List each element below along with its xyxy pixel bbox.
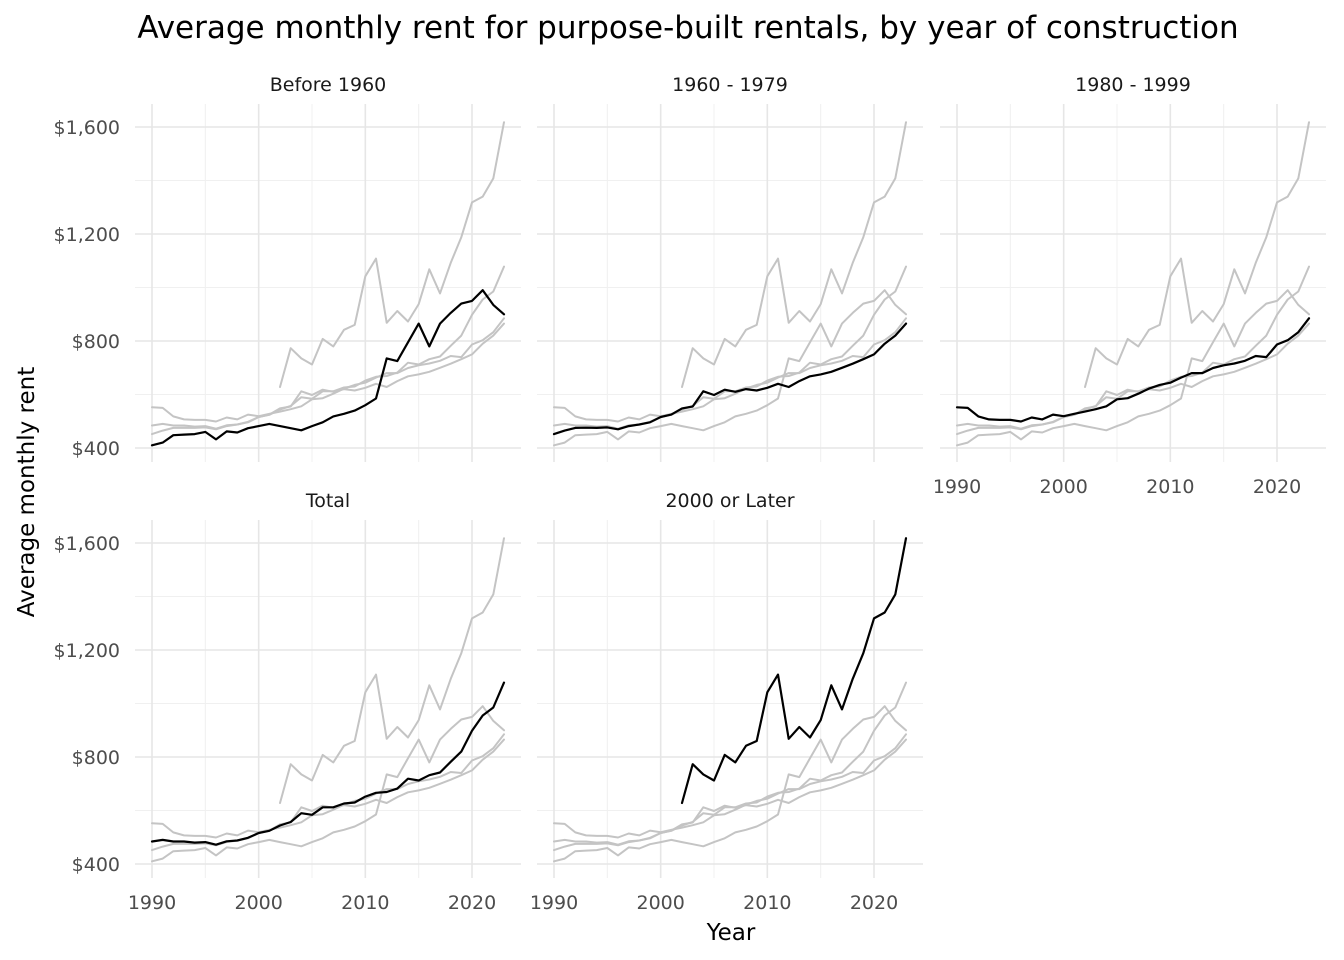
series-line-highlight [150, 681, 506, 846]
y-tick-label: $400 [72, 438, 120, 460]
x-tick-label: 1990 [530, 892, 578, 914]
y-tick-label: $1,200 [54, 640, 120, 662]
panel-5: 2000 or Later 1990 2000 2010 2020 [530, 490, 923, 914]
series-line-background [151, 265, 505, 430]
panel-3: 1980 - 1999 1990 2000 2010 2020 [933, 74, 1326, 498]
y-tick-label: $1,600 [54, 117, 120, 139]
series-line-background [1084, 121, 1310, 388]
series-line-highlight [552, 322, 908, 436]
x-tick-label: 2020 [1253, 476, 1301, 498]
y-tick-label: $800 [72, 747, 120, 769]
x-tick-label: 2000 [1039, 476, 1087, 498]
y-axis-title: Average monthly rent [14, 367, 40, 617]
x-tick-label: 1990 [933, 476, 981, 498]
series-line-background [151, 738, 505, 852]
series-line-background [553, 317, 907, 423]
x-tick-label: 2000 [636, 892, 684, 914]
facet-label: 2000 or Later [665, 490, 794, 512]
panel-4: Total $400 $800 $1,200 $1,600 1990 2000 2010 202… [54, 490, 521, 914]
x-tick-label: 2000 [234, 892, 282, 914]
chart-title: Average monthly rent for purpose-built r… [137, 10, 1238, 46]
series-line-background [151, 705, 505, 863]
series-line-background [151, 322, 505, 436]
series-line-background [151, 317, 505, 423]
series-line-background [151, 733, 505, 839]
x-tick-label: 1990 [128, 892, 176, 914]
series-line-background [956, 322, 1310, 436]
panel-1: Before 1960 $400 $800 $1,200 $1,600 [54, 74, 521, 462]
series-line-background [553, 265, 907, 430]
series-line-background [553, 705, 907, 863]
y-tick-label: $800 [72, 331, 120, 353]
series-line-highlight [955, 317, 1311, 423]
y-tick-label: $400 [72, 854, 120, 876]
y-tick-label: $1,600 [54, 533, 120, 555]
y-tick-label: $1,200 [54, 224, 120, 246]
series-line-background [681, 121, 907, 388]
series-line-background [553, 738, 907, 852]
facet-label: 1960 - 1979 [672, 74, 788, 96]
series-line-background [956, 265, 1310, 430]
facet-label: 1980 - 1999 [1075, 74, 1191, 96]
series-line-background [553, 681, 907, 846]
x-tick-label: 2010 [341, 892, 389, 914]
facet-label: Before 1960 [270, 74, 387, 96]
x-tick-label: 2020 [448, 892, 496, 914]
facet-label: Total [305, 490, 350, 512]
panel-2: 1960 - 1979 [537, 74, 923, 462]
x-tick-label: 2010 [1146, 476, 1194, 498]
series-line-background [279, 537, 505, 804]
x-tick-label: 2020 [850, 892, 898, 914]
series-line-background [956, 289, 1310, 447]
series-line-highlight [150, 289, 506, 447]
x-tick-label: 2010 [743, 892, 791, 914]
series-line-background [553, 289, 907, 447]
series-line-background [553, 733, 907, 839]
x-axis-title: Year [706, 920, 756, 946]
series-line-background [279, 121, 505, 388]
series-line-highlight [680, 537, 908, 805]
